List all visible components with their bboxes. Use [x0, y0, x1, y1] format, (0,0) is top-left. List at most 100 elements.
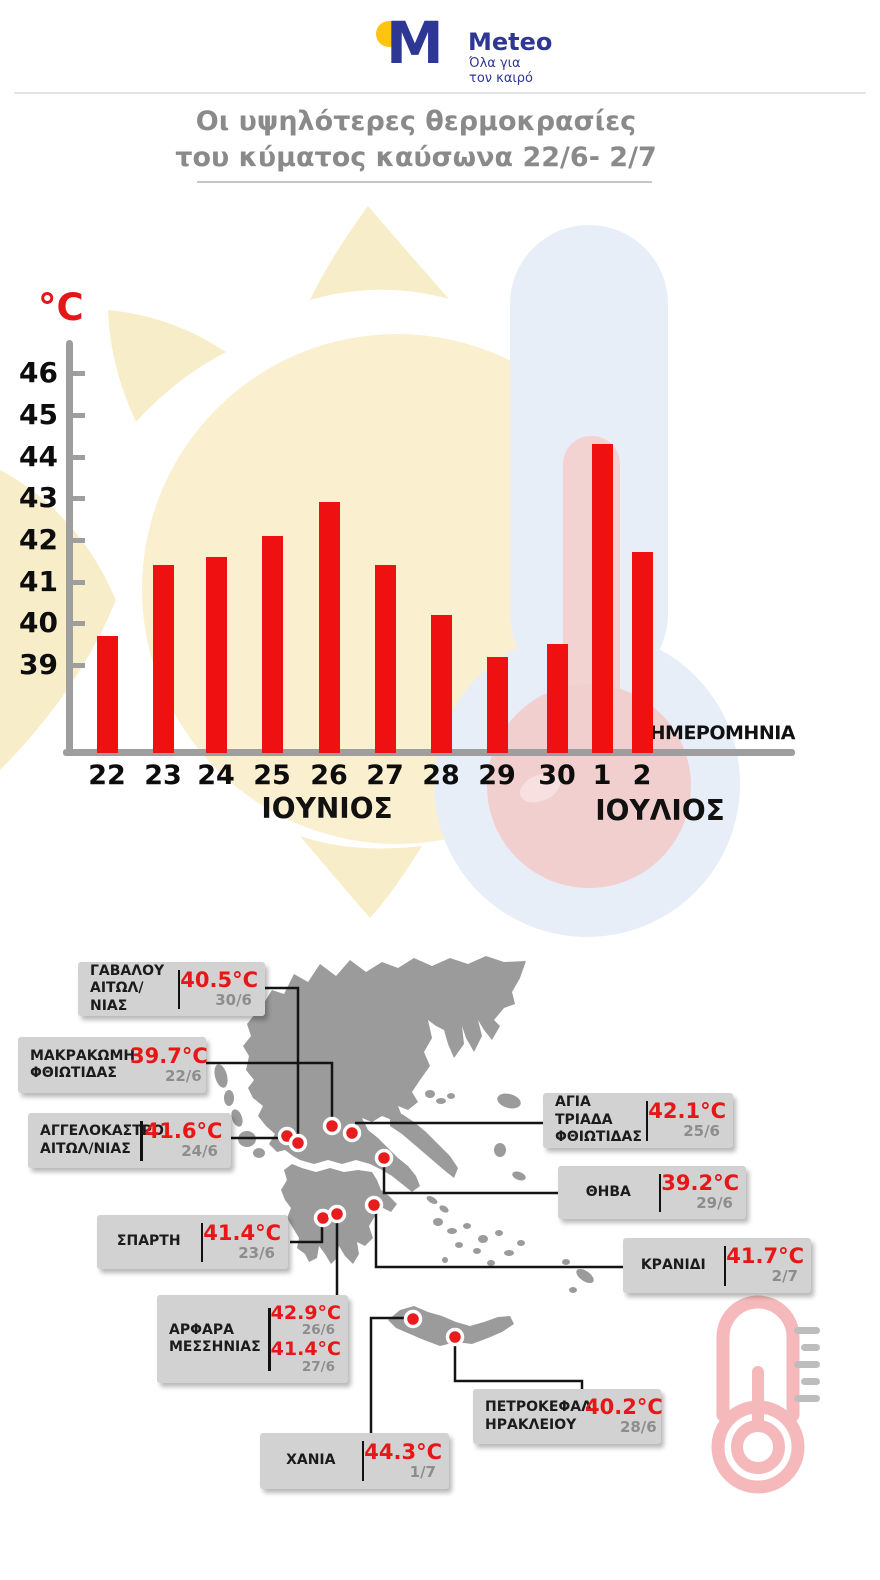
- callout-readings: 41.4°C 23/6: [203, 1220, 288, 1262]
- x-axis-tick-label: 27: [366, 760, 404, 791]
- y-axis-tick: [72, 412, 85, 418]
- callout-temperature: 41.4°C: [270, 1338, 341, 1360]
- bar-22: [97, 635, 118, 753]
- callout-station-name: ΣΠΑΡΤΗ: [116, 1233, 181, 1250]
- callout-date: 28/6: [619, 1418, 657, 1437]
- connector-chania: [369, 1316, 410, 1433]
- callout-temperature: 44.3°C: [364, 1439, 442, 1464]
- callout-date: 27/6: [301, 1358, 335, 1375]
- callout-readings: 44.3°C 1/7: [364, 1439, 449, 1481]
- bar-23: [153, 564, 174, 753]
- map-dot-thiva: [374, 1148, 394, 1168]
- bar-25: [262, 535, 283, 753]
- x-axis-tick-label: 22: [88, 760, 126, 791]
- bar-30: [547, 644, 568, 753]
- callout-date: 2/7: [771, 1267, 798, 1286]
- callout-date: 26/6: [301, 1322, 335, 1339]
- bar-28: [431, 614, 452, 753]
- callout-divider: [658, 1173, 662, 1212]
- y-axis-unit-label: °C: [38, 286, 84, 329]
- map-dot-petrokefali: [445, 1327, 465, 1347]
- callout-connectors: [205, 986, 623, 1433]
- connector-petrokefali: [453, 1340, 584, 1389]
- station-dots: [277, 1116, 465, 1347]
- map-dot-arfara: [327, 1204, 347, 1224]
- callout-temperature: 40.2°C: [585, 1395, 663, 1420]
- y-axis-tick-label: 39: [19, 648, 58, 681]
- callout-station-name: ΧΑΝΙΑ: [286, 1452, 336, 1469]
- thermometer-scale-dashes: [794, 1327, 820, 1402]
- callout-readings: 42.1°C 25/6: [648, 1100, 733, 1140]
- month-label-july: ΙΟΥΛΙΟΣ: [595, 794, 725, 827]
- y-axis-tick-label: 45: [19, 397, 58, 431]
- callout-station-name: ΓΑΒΑΛΟΥ ΑΙΤΩΛ/ΝΙΑΣ: [90, 962, 165, 1014]
- callout-readings: 40.2°C 28/6: [585, 1396, 670, 1436]
- y-axis-tick: [72, 663, 85, 668]
- y-axis-tick-label: 44: [19, 439, 58, 473]
- callout-chania: ΧΑΝΙΑ 44.3°C 1/7: [260, 1433, 449, 1489]
- map-mainland: [243, 956, 526, 1192]
- callout-temperature: 42.1°C: [648, 1099, 726, 1124]
- logo-monogram: M: [386, 9, 444, 77]
- callout-station-name: ΜΑΚΡΑΚΩΜΗ ΦΘΙΩΤΙΔΑΣ: [30, 1047, 136, 1082]
- connector-sparti: [290, 1221, 324, 1244]
- callout-station-name: ΑΓΙΑ ΤΡΙΑΔΑ ΦΘΙΩΤΙΔΑΣ: [555, 1094, 642, 1146]
- bar-29: [487, 656, 508, 753]
- callout-divider: [361, 1441, 365, 1481]
- callout-kranidi: ΚΡΑΝΙΔΙ 41.7°C 2/7: [623, 1238, 811, 1293]
- callout-divider: [140, 1120, 143, 1161]
- callout-petrokefali: ΠΕΤΡΟΚΕΦΑΛΙ ΗΡΑΚΛΕΙΟΥ 40.2°C 28/6: [473, 1389, 663, 1444]
- sun-ray-left-lower: [0, 470, 116, 770]
- y-axis-tick: [72, 579, 85, 585]
- callout-temperature: 39.2°C: [661, 1171, 739, 1196]
- map-dot-makrakomi: [322, 1116, 342, 1136]
- month-label-june: ΙΟΥΝΙΟΣ: [261, 792, 393, 825]
- title-underline: [197, 181, 652, 183]
- callout-thiva: ΘΗΒΑ 39.2°C 29/6: [558, 1166, 746, 1219]
- callout-date: 24/6: [181, 1142, 218, 1161]
- callout-agia-triada: ΑΓΙΑ ΤΡΙΑΔΑ ΦΘΙΩΤΙΔΑΣ 42.1°C 25/6: [543, 1093, 733, 1148]
- callout-arfara: ΑΡΦΑΡΑ ΜΕΣΣΗΝΙΑΣ 42.9°C 26/6 41.4°C 27/6: [157, 1295, 348, 1383]
- y-axis-tick-label: 40: [19, 606, 58, 640]
- logo-tagline-line1: Όλα για: [469, 56, 521, 71]
- x-axis-tick-label: 25: [253, 760, 291, 791]
- bar-27: [375, 564, 396, 753]
- connector-kranidi: [374, 1208, 623, 1269]
- y-axis-tick-label: 42: [19, 522, 58, 556]
- map-dot-agia-triada: [342, 1123, 362, 1143]
- callout-date: 29/6: [696, 1194, 733, 1213]
- callout-aggelokastro: ΑΓΓΕΛΟΚΑΣΤΡΟ ΑΙΤΩΛ/ΝΙΑΣ 41.6°C 24/6: [28, 1113, 231, 1168]
- sun-ray-bottom: [300, 836, 422, 918]
- header-divider: [14, 92, 866, 94]
- callout-station-name: ΑΡΦΑΡΑ ΜΕΣΣΗΝΙΑΣ: [169, 1321, 261, 1356]
- callout-sparti: ΣΠΑΡΤΗ 41.4°C 23/6: [97, 1215, 288, 1269]
- thermometer-icon: [711, 1295, 820, 1494]
- callout-temperature: 40.5°C: [180, 967, 258, 992]
- y-axis-tick: [72, 496, 85, 502]
- logo-tagline-line2: τον καιρό: [469, 71, 534, 86]
- page-title-line1: Οι υψηλότερες θερμοκρασίες: [195, 106, 637, 137]
- connector-gavalou: [265, 986, 300, 1140]
- map-dot-kranidi: [364, 1195, 384, 1215]
- x-axis-tick-label: 1: [592, 760, 612, 791]
- x-axis-tick-label: 28: [422, 760, 460, 791]
- callout-temperature: 41.4°C: [203, 1220, 281, 1245]
- callout-station-name: ΑΓΓΕΛΟΚΑΣΤΡΟ ΑΙΤΩΛ/ΝΙΑΣ: [40, 1123, 164, 1157]
- callout-date: 30/6: [215, 990, 252, 1009]
- y-axis-tick: [72, 537, 85, 543]
- y-axis-tick-label: 43: [19, 481, 58, 515]
- x-axis-tick-label: 26: [310, 760, 348, 791]
- bar-2: [632, 552, 653, 753]
- map-islands: [214, 997, 594, 1293]
- connector-makrakomi: [205, 1061, 334, 1123]
- x-axis-tick-label: 23: [144, 760, 182, 791]
- y-axis-line: [66, 340, 73, 754]
- callout-divider: [723, 1245, 727, 1286]
- y-axis-tick-label: 41: [19, 564, 58, 598]
- y-axis-tick-label: 46: [19, 356, 58, 390]
- connector-thiva: [382, 1161, 558, 1195]
- callout-divider: [267, 1307, 271, 1371]
- x-axis-tick-label: 24: [197, 760, 235, 791]
- sun-ray-top: [310, 206, 449, 300]
- callout-station-name: ΠΕΤΡΟΚΕΦΑΛΙ ΗΡΑΚΛΕΙΟΥ: [485, 1399, 598, 1433]
